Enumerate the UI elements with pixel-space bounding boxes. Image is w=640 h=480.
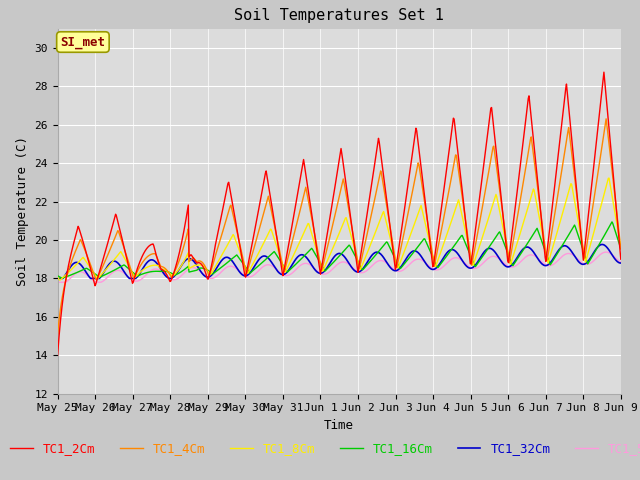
TC1_4Cm <box>252 241 259 247</box>
Line: TC1_16Cm: TC1_16Cm <box>58 222 621 278</box>
TC1_50Cm <box>223 264 231 270</box>
Legend: TC1_2Cm, TC1_4Cm, TC1_8Cm, TC1_16Cm, TC1_32Cm, TC1_50Cm: TC1_2Cm, TC1_4Cm, TC1_8Cm, TC1_16Cm, TC1… <box>6 437 640 460</box>
TC1_32Cm <box>54 276 61 281</box>
TC1_2Cm <box>120 242 127 248</box>
TC1_8Cm <box>224 241 232 247</box>
TC1_50Cm <box>397 268 405 274</box>
TC1_32Cm <box>120 268 127 274</box>
TC1_50Cm <box>429 266 436 272</box>
TC1_2Cm <box>600 69 608 75</box>
TC1_8Cm <box>398 255 406 261</box>
TC1_2Cm <box>252 226 259 231</box>
TC1_4Cm <box>397 243 405 249</box>
TC1_50Cm <box>617 259 625 265</box>
TC1_32Cm <box>252 263 259 268</box>
TC1_8Cm <box>54 275 61 280</box>
TC1_2Cm <box>54 352 61 358</box>
Y-axis label: Soil Temperature (C): Soil Temperature (C) <box>16 136 29 286</box>
TC1_4Cm <box>223 214 231 219</box>
TC1_16Cm <box>120 262 128 268</box>
TC1_4Cm <box>273 232 280 238</box>
Text: SI_met: SI_met <box>60 36 106 48</box>
TC1_16Cm <box>398 264 406 270</box>
TC1_8Cm <box>252 255 260 261</box>
TC1_50Cm <box>120 270 127 276</box>
TC1_32Cm <box>397 264 405 269</box>
TC1_4Cm <box>602 116 610 122</box>
TC1_4Cm <box>429 254 436 260</box>
TC1_16Cm <box>54 273 61 279</box>
TC1_32Cm <box>598 241 606 247</box>
TC1_2Cm <box>429 264 436 270</box>
TC1_2Cm <box>273 232 280 238</box>
Line: TC1_8Cm: TC1_8Cm <box>58 178 621 280</box>
TC1_8Cm <box>56 277 63 283</box>
TC1_16Cm <box>224 259 232 265</box>
TC1_32Cm <box>223 254 231 260</box>
Line: TC1_50Cm: TC1_50Cm <box>58 252 621 282</box>
TC1_16Cm <box>429 256 437 262</box>
TC1_8Cm <box>429 257 437 263</box>
TC1_50Cm <box>602 249 610 255</box>
TC1_8Cm <box>605 175 613 181</box>
Line: TC1_32Cm: TC1_32Cm <box>58 244 621 278</box>
Line: TC1_2Cm: TC1_2Cm <box>58 72 621 355</box>
TC1_8Cm <box>120 255 128 261</box>
TC1_2Cm <box>397 229 405 235</box>
TC1_50Cm <box>273 266 280 272</box>
TC1_8Cm <box>273 245 281 251</box>
TC1_16Cm <box>273 253 281 259</box>
Line: TC1_4Cm: TC1_4Cm <box>58 119 621 334</box>
TC1_8Cm <box>617 245 625 251</box>
X-axis label: Time: Time <box>324 419 354 432</box>
TC1_50Cm <box>54 279 61 285</box>
TC1_32Cm <box>429 266 436 272</box>
Title: Soil Temperatures Set 1: Soil Temperatures Set 1 <box>234 9 444 24</box>
TC1_2Cm <box>617 256 625 262</box>
TC1_16Cm <box>58 276 66 281</box>
TC1_2Cm <box>223 184 231 190</box>
TC1_16Cm <box>617 246 625 252</box>
TC1_16Cm <box>608 219 616 225</box>
TC1_32Cm <box>617 260 625 266</box>
TC1_32Cm <box>273 267 280 273</box>
TC1_4Cm <box>617 246 625 252</box>
TC1_4Cm <box>54 331 61 336</box>
TC1_4Cm <box>120 244 127 250</box>
TC1_50Cm <box>252 271 259 277</box>
TC1_16Cm <box>252 265 260 271</box>
